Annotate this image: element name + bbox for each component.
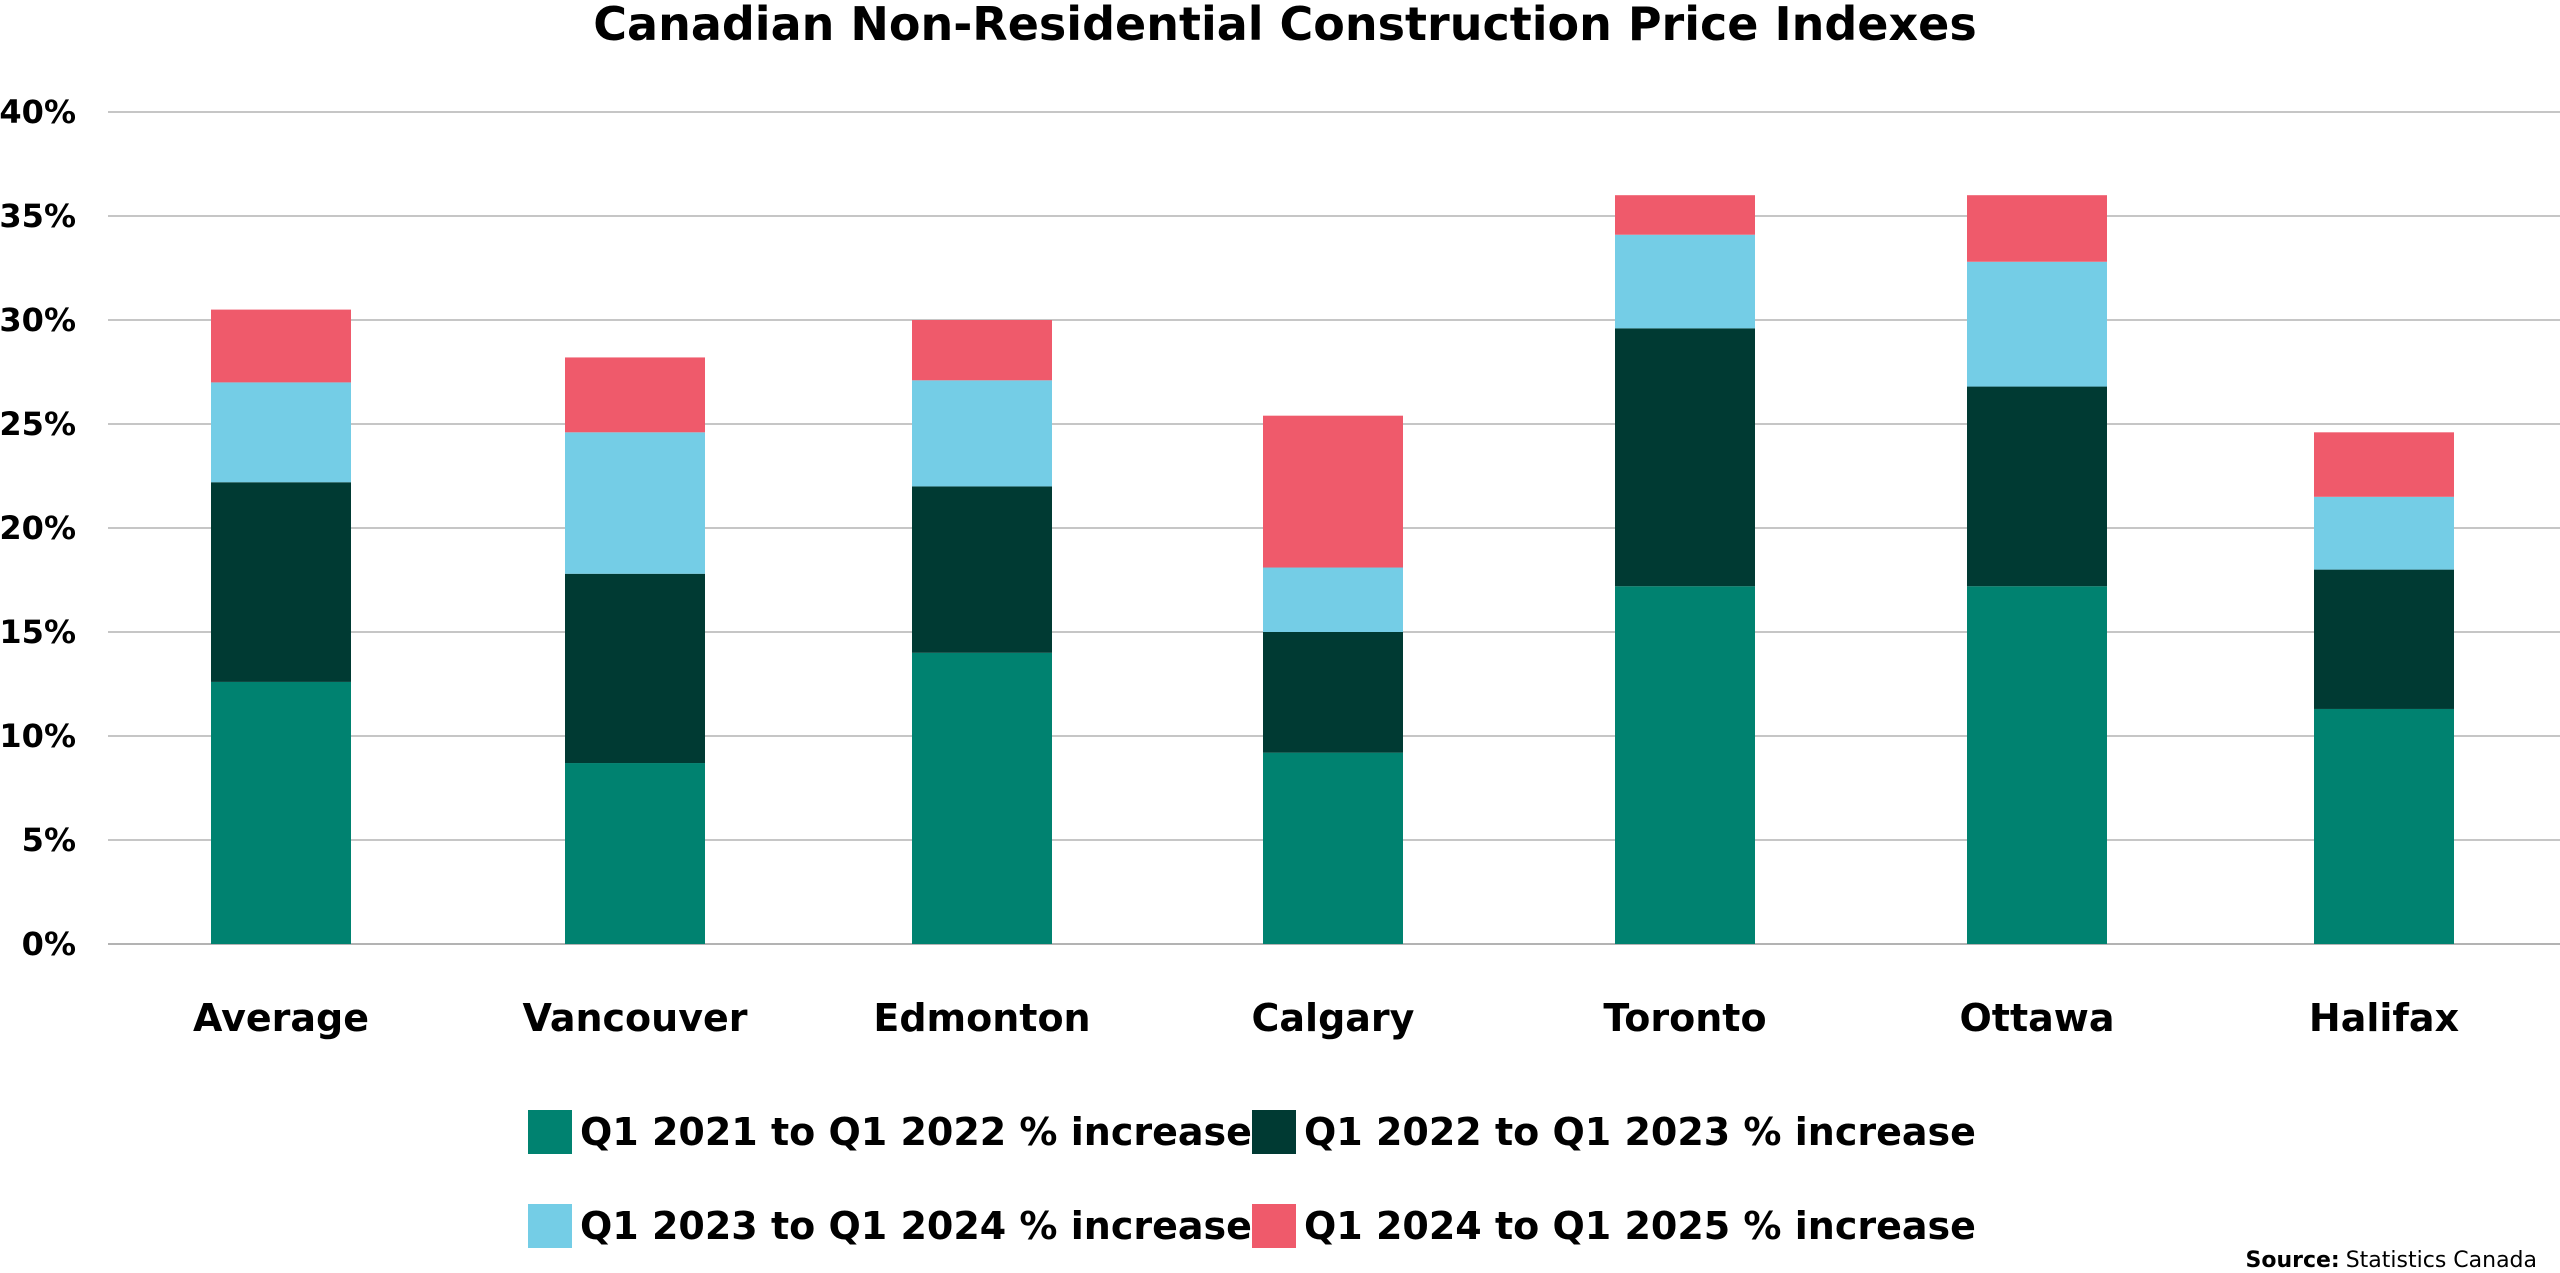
- bar-segment: [912, 652, 1052, 944]
- source-note: Source: Statistics Canada: [2245, 1248, 2537, 1273]
- y-tick-label: 15%: [0, 613, 76, 651]
- bar-segment: [2314, 496, 2454, 570]
- bar-segment: [912, 380, 1052, 487]
- bar-segment: [1615, 328, 1755, 587]
- x-tick-label: Vancouver: [523, 996, 748, 1040]
- bar-segment: [1263, 415, 1403, 568]
- bar-segment: [1615, 195, 1755, 235]
- legend-swatch: [1252, 1204, 1296, 1248]
- bar-segment: [1263, 632, 1403, 753]
- bar-segment: [1967, 261, 2107, 387]
- source-label: Source:: [2245, 1248, 2339, 1273]
- bar-segment: [211, 482, 351, 682]
- legend: Q1 2021 to Q1 2022 % increase Q1 2022 to …: [528, 1110, 1976, 1248]
- legend-swatch: [528, 1204, 572, 1248]
- bar-segment: [565, 763, 705, 944]
- bar-segment: [2314, 569, 2454, 709]
- x-tick-label: Edmonton: [873, 996, 1090, 1040]
- x-axis: Average Vancouver Edmonton Calgary Toronto Ot…: [193, 996, 2459, 1040]
- bar-segment: [565, 432, 705, 574]
- bar-segment: [912, 320, 1052, 381]
- x-tick-label: Toronto: [1603, 996, 1766, 1040]
- y-tick-label: 25%: [0, 405, 76, 443]
- bar-segment: [211, 309, 351, 383]
- bar-segment: [211, 681, 351, 944]
- legend-label: Q1 2024 to Q1 2025 % increase: [1304, 1204, 1976, 1248]
- x-tick-label: Halifax: [2309, 996, 2459, 1040]
- chart-title: Canadian Non-Residential Construction Pr…: [593, 0, 1976, 51]
- y-tick-label: 0%: [22, 925, 76, 963]
- x-tick-label: Ottawa: [1959, 996, 2114, 1040]
- bar-segment: [912, 486, 1052, 653]
- bar-segment: [1615, 234, 1755, 329]
- legend-label: Q1 2023 to Q1 2024 % increase: [580, 1204, 1252, 1248]
- bar-segment: [1263, 567, 1403, 632]
- legend-swatch: [528, 1110, 572, 1154]
- x-tick-label: Calgary: [1252, 996, 1415, 1040]
- legend-label: Q1 2022 to Q1 2023 % increase: [1304, 1110, 1976, 1154]
- bar-segment: [1967, 195, 2107, 262]
- legend-swatch: [1252, 1110, 1296, 1154]
- x-tick-label: Average: [193, 996, 369, 1040]
- bar-segment: [1615, 586, 1755, 944]
- bar-segment: [565, 357, 705, 433]
- bar-segment: [1967, 586, 2107, 944]
- bar-segment: [2314, 708, 2454, 944]
- y-tick-label: 20%: [0, 509, 76, 547]
- y-tick-label: 35%: [0, 197, 76, 235]
- y-tick-label: 10%: [0, 717, 76, 755]
- legend-label: Q1 2021 to Q1 2022 % increase: [580, 1110, 1252, 1154]
- bar-segment: [1967, 386, 2107, 587]
- bars: [211, 195, 2454, 944]
- y-tick-label: 30%: [0, 301, 76, 339]
- y-axis: 0% 5% 10% 15% 20% 25% 30% 35% 40%: [0, 93, 76, 963]
- y-tick-label: 40%: [0, 93, 76, 131]
- bar-segment: [2314, 432, 2454, 497]
- bar-segment: [1263, 752, 1403, 944]
- bar-segment: [565, 573, 705, 764]
- bar-segment: [211, 382, 351, 483]
- y-tick-label: 5%: [22, 821, 76, 859]
- source-text: Statistics Canada: [2346, 1248, 2537, 1273]
